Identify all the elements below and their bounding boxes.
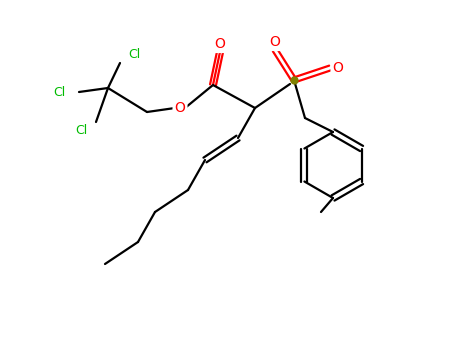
Text: O: O <box>269 35 280 49</box>
Text: O: O <box>175 101 186 115</box>
Text: O: O <box>333 61 344 75</box>
Text: O: O <box>215 37 225 51</box>
Text: Cl: Cl <box>128 49 140 62</box>
Text: Cl: Cl <box>53 85 65 98</box>
Text: Cl: Cl <box>76 124 88 136</box>
